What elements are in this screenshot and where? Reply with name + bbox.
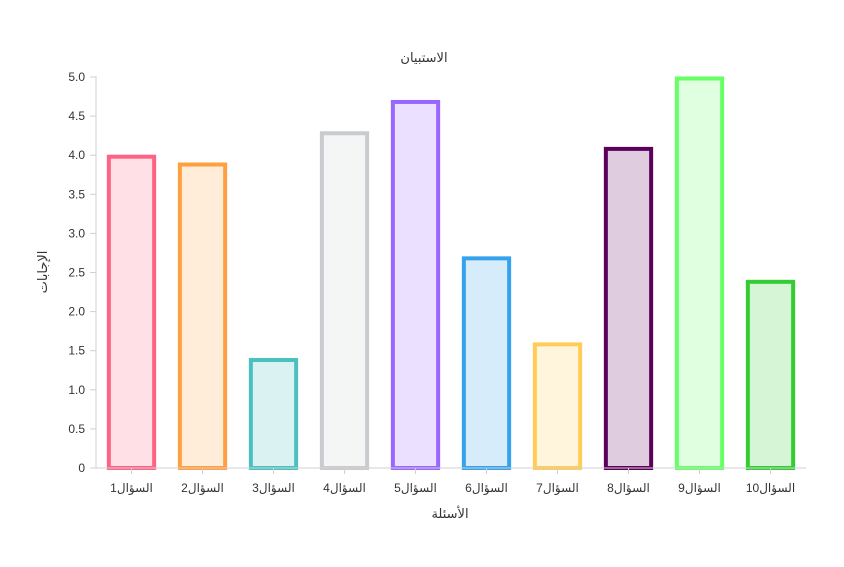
x-tick-label: السؤال1 <box>110 481 153 496</box>
x-axis: السؤال1 السؤال2 السؤال3 السؤال4 السؤال5 السؤا… <box>110 468 795 496</box>
y-axis-title: الإجابات <box>35 251 50 294</box>
bar-4 <box>319 131 370 471</box>
y-tick-label: 2.0 <box>68 305 85 319</box>
x-tick-label: السؤال6 <box>465 481 508 496</box>
bar-10 <box>745 279 796 470</box>
y-tick-label: 4.0 <box>68 148 85 162</box>
y-tick-label: 2.5 <box>68 266 85 280</box>
chart-title: الاستبيان <box>400 50 447 65</box>
y-tick-label: 0.5 <box>68 422 85 436</box>
bar-7 <box>532 342 583 471</box>
x-tick-label: السؤال3 <box>252 481 295 496</box>
x-tick-label: السؤال2 <box>181 481 224 496</box>
bars-group <box>106 76 796 471</box>
y-tick-label: 4.5 <box>68 109 85 123</box>
x-tick-label: السؤال7 <box>536 481 579 496</box>
bar-8 <box>603 146 654 470</box>
y-tick-label: 1.5 <box>68 344 85 358</box>
x-tick-label: السؤال9 <box>678 481 721 496</box>
x-tick-label: السؤال5 <box>394 481 437 496</box>
bar-1 <box>106 154 157 470</box>
bar-6 <box>461 256 512 470</box>
x-tick-label: السؤال8 <box>607 481 650 496</box>
y-tick-label: 3.0 <box>68 226 85 240</box>
bar-9 <box>674 76 725 470</box>
x-axis-title: الأسئلة <box>431 505 468 521</box>
bar-5 <box>390 99 441 471</box>
y-tick-label: 5.0 <box>68 70 85 84</box>
x-tick-label: السؤال4 <box>323 481 366 496</box>
y-tick-label: 1.0 <box>68 383 85 397</box>
x-tick-label: السؤال10 <box>746 481 795 496</box>
y-tick-label: 3.5 <box>68 187 85 201</box>
y-axis: 0 0.5 1.0 1.5 2.0 2.5 3.0 3.5 4.0 4.5 5.0 <box>68 70 96 475</box>
bar-2 <box>177 162 228 471</box>
bar-3 <box>248 358 299 470</box>
y-tick-label: 0 <box>78 461 85 475</box>
